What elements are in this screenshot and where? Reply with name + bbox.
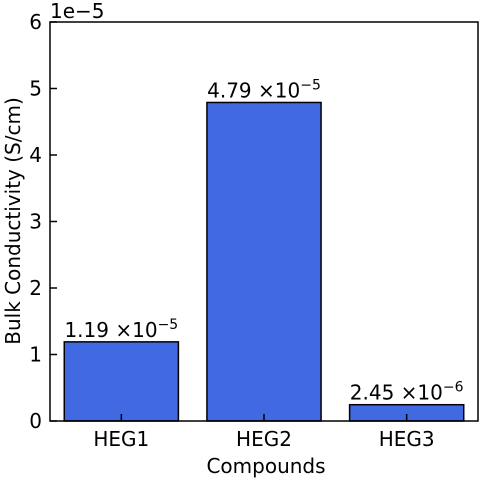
- data-label-heg3: 2.45 ×10−6: [350, 380, 464, 405]
- data-label-mantissa: 2.45 ×10: [350, 381, 443, 405]
- axes-layer: 0 1 2 3 4 5 6 HEG1 HEG2 HEG3: [29, 10, 479, 451]
- y-tick-label: 5: [29, 77, 42, 101]
- y-scale-label: 1e−5: [50, 0, 105, 23]
- data-label-heg2: 4.79 ×10−5: [207, 77, 321, 102]
- y-tick-label: 0: [29, 409, 42, 433]
- bar-heg2: [206, 101, 322, 422]
- data-labels-layer: 1.19 ×10−54.79 ×10−52.45 ×10−6: [64, 77, 463, 404]
- y-tick-label: 1: [29, 343, 42, 367]
- bar-heg1: [63, 341, 180, 422]
- data-label-exponent: −5: [158, 317, 179, 333]
- y-tick-label: 6: [29, 10, 42, 34]
- y-tick-label: 4: [29, 143, 42, 167]
- data-label-mantissa: 4.79 ×10: [207, 78, 300, 102]
- x-tick-label: HEG3: [379, 427, 435, 451]
- x-axis-label: Compounds: [206, 454, 325, 478]
- data-label-exponent: −5: [300, 77, 321, 93]
- data-label-exponent: −6: [443, 380, 464, 396]
- x-tick-label: HEG2: [236, 427, 292, 451]
- y-axis-label: Bulk Conductivity (S/cm): [1, 97, 25, 344]
- y-tick-label: 3: [29, 210, 42, 234]
- y-tick-label: 2: [29, 276, 42, 300]
- data-label-heg1: 1.19 ×10−5: [64, 317, 178, 342]
- data-label-mantissa: 1.19 ×10: [64, 318, 157, 342]
- x-tick-label: HEG1: [93, 427, 149, 451]
- bars-layer: [63, 101, 465, 422]
